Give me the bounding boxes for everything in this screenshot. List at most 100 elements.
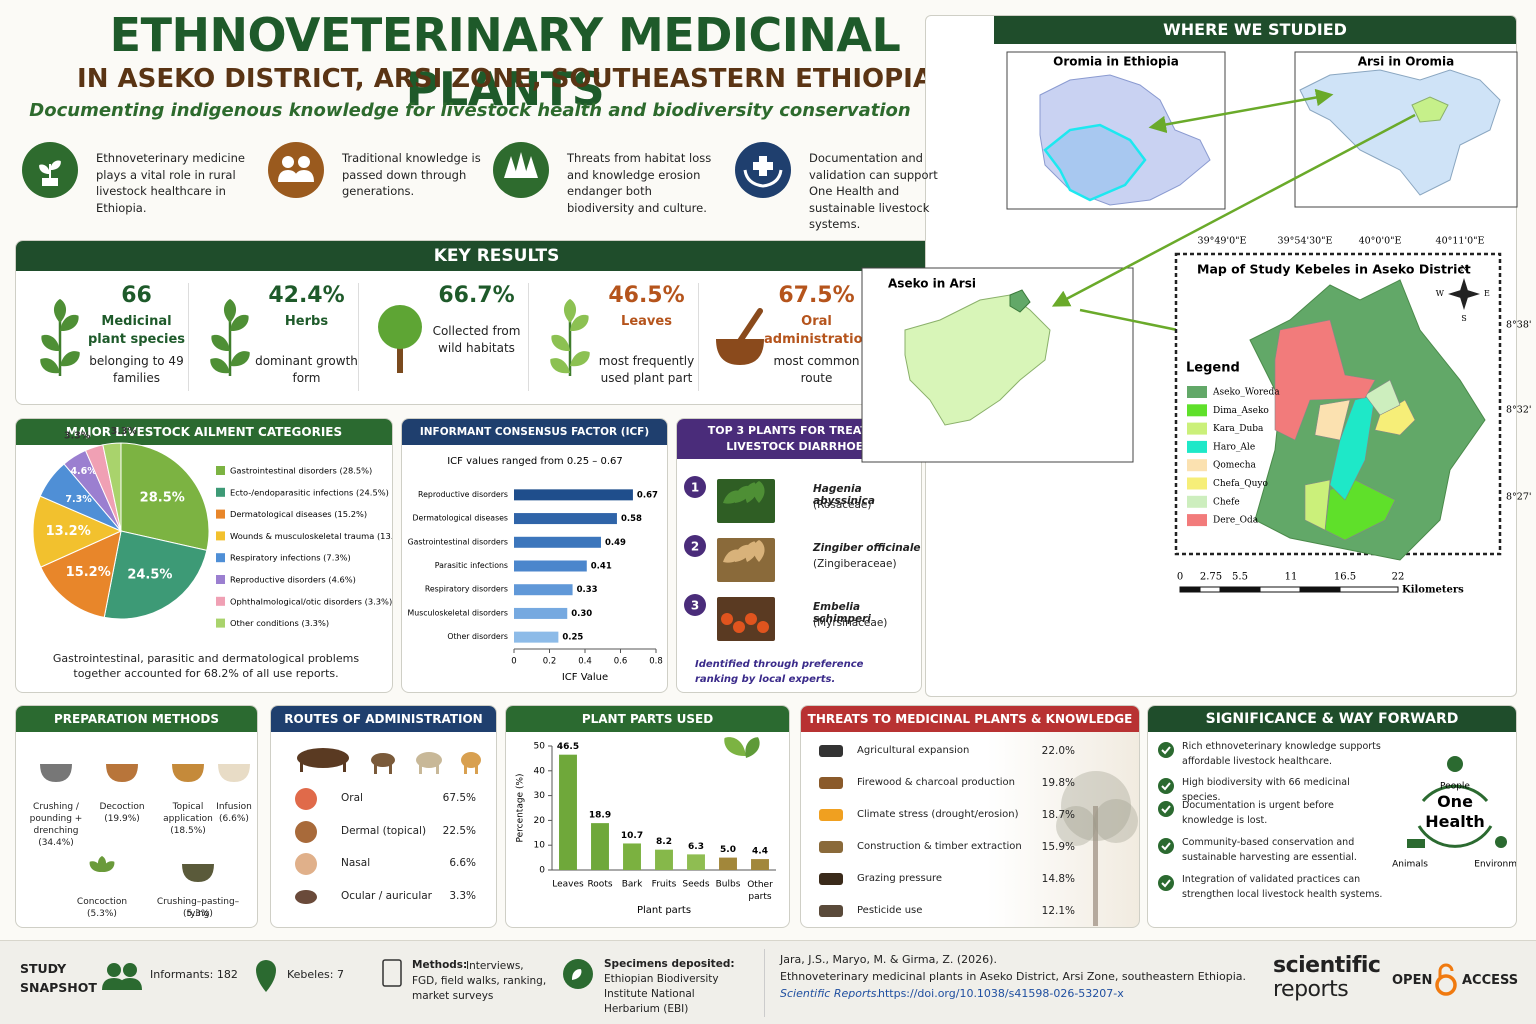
panel-header: SIGNIFICANCE & WAY FORWARD [1148, 706, 1516, 732]
legend-label: Chefa_Quyo [1213, 479, 1268, 489]
value-label: 0.30 [571, 609, 592, 619]
icon-part [42, 178, 58, 186]
canopy [1061, 771, 1131, 841]
check-mark [1161, 805, 1171, 814]
scale-bar [1339, 586, 1399, 593]
bar [514, 560, 587, 572]
plant-photo: 2 [684, 535, 775, 582]
leaf-shape [39, 164, 50, 175]
icon-part [295, 853, 317, 875]
check-circle [1158, 778, 1174, 794]
slice-label: 28.5% [140, 491, 185, 506]
leaf-shape [53, 299, 67, 323]
animal-leg [475, 760, 478, 774]
latitude-label: 8°38' [1506, 320, 1532, 331]
separator [188, 283, 189, 391]
legend-swatch [1187, 404, 1207, 417]
legend-swatch [1187, 477, 1207, 490]
y-tick-label: 0 [539, 866, 545, 876]
x-tick-label: 0.2 [543, 657, 557, 667]
map-area [904, 294, 1051, 426]
pie-slice [40, 530, 122, 618]
scale-label: 16.5 [1334, 572, 1356, 583]
legend-label: Respiratory infections (7.3%) [230, 553, 351, 563]
animal-leg [389, 760, 392, 774]
bar [623, 843, 641, 870]
slice-label: 3.3% [111, 426, 138, 437]
bar [591, 823, 609, 870]
icon-part [819, 745, 843, 757]
threat-pct: 19.8% [1041, 777, 1075, 789]
map-area [1299, 69, 1501, 196]
result-note: most frequently used plant part [598, 354, 695, 385]
leaf-shape [60, 351, 80, 367]
y-tick-label: 50 [534, 742, 546, 752]
pie-slice [103, 530, 208, 620]
threat-pct: 15.9% [1041, 841, 1075, 853]
bar [751, 859, 769, 870]
legend-label: Ophthalmological/otic disorders (3.3%) [230, 596, 392, 606]
prep-pct: (5.3%) [87, 909, 117, 919]
check-circle [1158, 801, 1174, 817]
route-label: Oral [341, 792, 363, 804]
category-label: Gastrointestinal disorders [408, 537, 508, 546]
route-pct: 3.3% [449, 889, 476, 902]
scale-label: 2.75 [1200, 572, 1222, 583]
intro-text: Ethnoveterinary medicine plays a vital r… [96, 151, 245, 215]
scale-label: 11 [1285, 572, 1298, 583]
leaf-shape [102, 861, 115, 873]
result-note: dominant growth form [255, 354, 358, 385]
panel-header: MAJOR LIVESTOCK AILMENT CATEGORIES [16, 419, 392, 445]
rank: 3 [691, 599, 699, 613]
icon [22, 142, 78, 198]
cycle-arc [1421, 784, 1489, 802]
legend-swatch [216, 466, 225, 475]
result-icon [378, 305, 422, 373]
map-area [1411, 96, 1449, 123]
preparation-panel: PREPARATION METHODS Crushing / pounding … [15, 705, 258, 928]
rank-badge [684, 535, 706, 557]
methods: Interviews, FGD, field walks, ranking, m… [412, 960, 547, 1002]
rank-badge [684, 594, 706, 616]
panel-header: THREATS TO MEDICINAL PLANTS & KNOWLEDGE [801, 706, 1139, 732]
prep-label: Crushing–pasting–tying [156, 897, 240, 919]
bar [719, 857, 737, 870]
leaf-shape [89, 861, 102, 873]
prep-icon [40, 764, 72, 782]
significance-point: Integration of validated practices can s… [1182, 874, 1383, 900]
bar [514, 513, 617, 525]
inset-title: Aseko in Arsi [888, 277, 976, 291]
animal-leg [464, 760, 467, 774]
panel-header: WHERE WE STUDIED [994, 16, 1516, 44]
icon-part [716, 339, 764, 365]
icon-part [172, 764, 204, 782]
leaf-shape [570, 314, 589, 332]
route-icon [295, 820, 317, 843]
value-label: 18.9 [589, 811, 611, 821]
pie-slice [102, 442, 122, 532]
compass [1448, 278, 1480, 310]
legend-swatch [1187, 459, 1207, 472]
citation-doi[interactable]: https://doi.org/10.1038/s41598-026-53207… [878, 987, 1124, 1000]
icon-part [1435, 974, 1457, 996]
chart: 0 10 20 30 40 50 Percentage (%) Plant parts 46.5… [516, 737, 776, 916]
animal-leg [419, 760, 422, 774]
icon [493, 142, 549, 198]
x-tick-label: Bark [622, 880, 643, 890]
legend-label: Qomecha [1213, 461, 1256, 471]
prep-icon [172, 764, 204, 782]
check-icon [1158, 778, 1174, 794]
prep-label: Crushing / pounding + drenching [29, 802, 83, 836]
plant-family: (Myrsinaceae) [813, 617, 888, 629]
panel-header: KEY RESULTS [16, 241, 977, 271]
rank: 1 [691, 481, 699, 495]
result-note: most common route [773, 354, 860, 385]
cycle-center: One Health [1425, 792, 1485, 831]
route-icon [295, 788, 317, 810]
prep-pct: (6.6%) [219, 814, 249, 824]
icon-part [282, 156, 294, 168]
check-circle [1158, 742, 1174, 758]
x-tick-label: Roots [587, 880, 612, 890]
kebeles: Kebeles: 7 [287, 968, 344, 981]
